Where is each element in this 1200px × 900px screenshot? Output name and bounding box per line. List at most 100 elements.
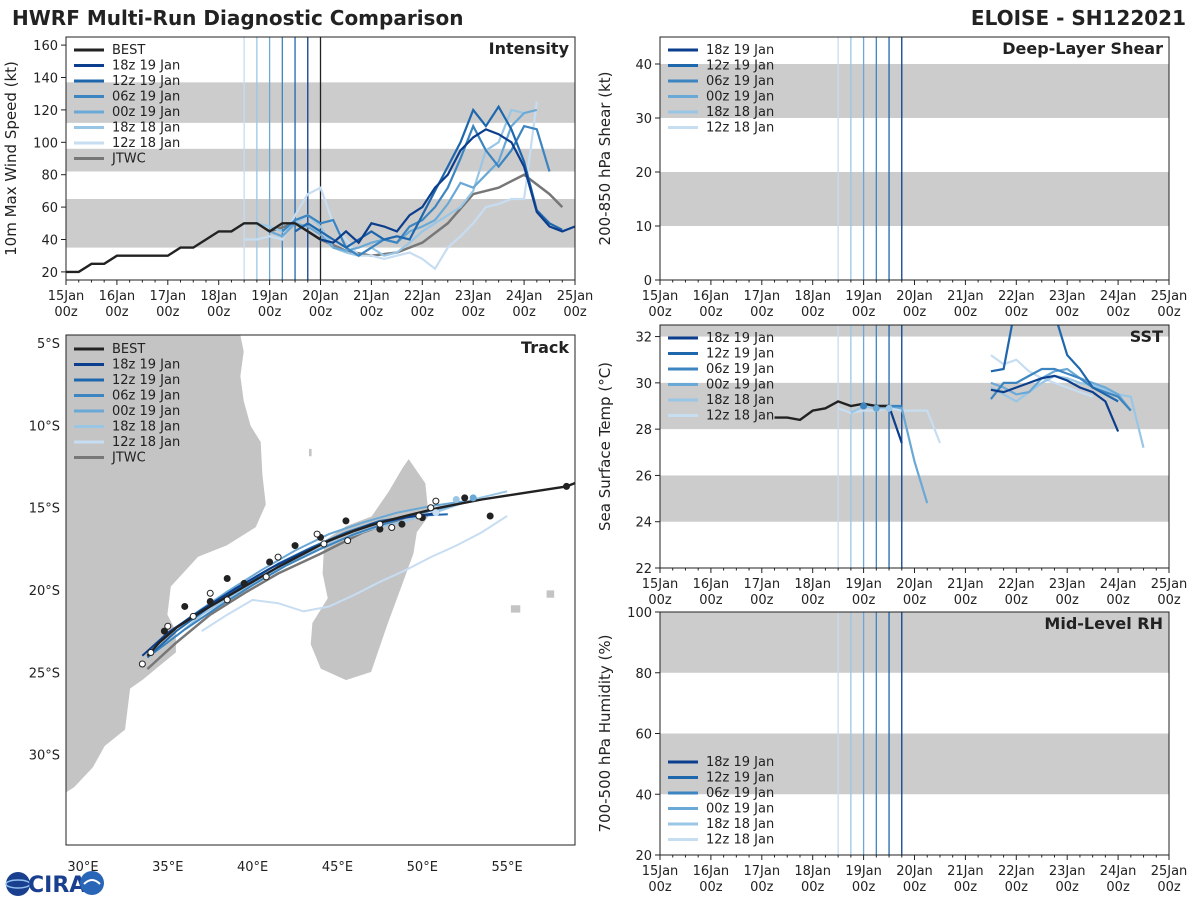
madagascar-landmass bbox=[309, 457, 430, 681]
storm-name: ELOISE - SH122021 bbox=[970, 6, 1186, 30]
track-open-dot bbox=[432, 497, 440, 505]
run-line bbox=[281, 123, 551, 258]
x-tick-line: 00z bbox=[258, 305, 282, 320]
x-tick-label: 22Jan 00z bbox=[998, 864, 1035, 895]
run-line bbox=[307, 128, 575, 245]
x-tick-line: 00z bbox=[648, 305, 672, 320]
run-line bbox=[256, 108, 525, 257]
legend-label: 12z 19 Jan bbox=[112, 74, 180, 89]
x-tick-label: 24Jan 00z bbox=[1100, 289, 1137, 320]
legend-label: 18z 18 Jan bbox=[706, 817, 774, 832]
legend-label: 12z 18 Jan bbox=[706, 121, 774, 136]
track-open-dot bbox=[376, 520, 384, 528]
x-tick-line: 20Jan bbox=[302, 289, 339, 304]
x-tick-line: 00z bbox=[1106, 305, 1130, 320]
track-dot bbox=[223, 574, 231, 582]
comoros-island bbox=[308, 448, 313, 458]
x-tick-label: 23Jan 00z bbox=[1049, 577, 1086, 608]
x-tick-label: 21Jan 00z bbox=[947, 289, 984, 320]
x-tick-label: 19Jan 00z bbox=[845, 289, 882, 320]
legend-label: 06z 19 Jan bbox=[706, 74, 774, 89]
lon-label: 55°E bbox=[492, 860, 523, 875]
legend-label: 18z 18 Jan bbox=[112, 420, 180, 435]
legend-label: 12z 19 Jan bbox=[706, 347, 774, 362]
x-tick-line: 00z bbox=[462, 305, 486, 320]
best-dot bbox=[872, 404, 880, 412]
best-track-line bbox=[66, 222, 322, 274]
x-tick-line: 00z bbox=[1106, 880, 1130, 895]
x-tick-line: 25Jan bbox=[1151, 577, 1188, 592]
x-tick-line: 25Jan bbox=[557, 289, 594, 304]
legend-label: BEST bbox=[112, 43, 145, 58]
x-tick-line: 21Jan bbox=[947, 864, 984, 879]
x-tick-label: 19Jan 00z bbox=[845, 864, 882, 895]
y-tick-label: 160 bbox=[33, 39, 58, 54]
x-tick-line: 00z bbox=[1005, 880, 1029, 895]
x-tick-label: 24Jan 00z bbox=[1100, 577, 1137, 608]
x-tick-line: 17Jan bbox=[150, 289, 187, 304]
x-tick-label: 21Jan 00z bbox=[353, 289, 390, 320]
x-tick-line: 00z bbox=[750, 593, 774, 608]
run-start-dot bbox=[452, 496, 460, 504]
x-tick-label: 25Jan 00z bbox=[557, 289, 594, 320]
legend-label: 12z 19 Jan bbox=[706, 771, 774, 786]
x-tick-line: 17Jan bbox=[744, 864, 781, 879]
legend-label: 12z 18 Jan bbox=[706, 409, 774, 424]
globe-ring bbox=[5, 879, 31, 889]
y-tick-label: 80 bbox=[635, 667, 652, 682]
x-tick-label: 22Jan 00z bbox=[998, 289, 1035, 320]
africa-landmass bbox=[66, 335, 267, 794]
run-track bbox=[201, 515, 508, 632]
lat-label: 30°S bbox=[29, 749, 60, 764]
track-dot bbox=[291, 542, 299, 550]
x-tick-line: 00z bbox=[903, 880, 927, 895]
logo-text: CIRA bbox=[28, 873, 86, 898]
y-tick-label: 40 bbox=[41, 234, 58, 249]
legend-label: 12z 18 Jan bbox=[112, 435, 180, 450]
run-line bbox=[990, 367, 1132, 412]
x-tick-label: 20Jan 00z bbox=[896, 289, 933, 320]
x-tick-label: 24Jan 00z bbox=[506, 289, 543, 320]
legend-label: 12z 18 Jan bbox=[112, 136, 180, 151]
legend-label: 00z 19 Jan bbox=[706, 90, 774, 105]
legend-label: 12z 18 Jan bbox=[706, 833, 774, 848]
legend-label: 18z 19 Jan bbox=[706, 331, 774, 346]
lon-label: 50°E bbox=[407, 860, 438, 875]
x-tick-label: 18Jan 00z bbox=[794, 864, 831, 895]
legend-label: 06z 19 Jan bbox=[112, 90, 180, 105]
gray-band bbox=[660, 733, 1169, 795]
y-axis-label: 10m Max Wind Speed (kt) bbox=[2, 61, 20, 256]
track-open-dot bbox=[415, 512, 423, 520]
run-start-dot bbox=[432, 509, 440, 517]
x-tick-label: 18Jan 00z bbox=[794, 289, 831, 320]
run-line bbox=[850, 404, 889, 414]
x-tick-label: 25Jan 00z bbox=[1151, 864, 1188, 895]
legend-label: 18z 19 Jan bbox=[706, 755, 774, 770]
panel-title: Mid-Level RH bbox=[1044, 614, 1163, 633]
run-line bbox=[294, 104, 563, 249]
lat-label: 15°S bbox=[29, 502, 60, 517]
legend-label: JTWC bbox=[111, 451, 146, 466]
chart-title: HWRF Multi-Run Diagnostic Comparison bbox=[12, 6, 464, 30]
lat-label: 25°S bbox=[29, 666, 60, 681]
x-tick-line: 00z bbox=[1106, 593, 1130, 608]
run-line bbox=[990, 374, 1120, 432]
x-tick-line: 00z bbox=[648, 593, 672, 608]
x-tick-label: 15Jan 00z bbox=[48, 289, 85, 320]
x-tick-line: 16Jan bbox=[693, 289, 730, 304]
x-tick-line: 15Jan bbox=[642, 289, 679, 304]
panel-title: SST bbox=[1130, 327, 1163, 346]
x-tick-line: 00z bbox=[852, 593, 876, 608]
y-tick-label: 32 bbox=[635, 331, 652, 346]
run-line bbox=[887, 405, 903, 444]
gray-band bbox=[660, 612, 1169, 673]
gray-band bbox=[660, 64, 1169, 118]
x-tick-line: 00z bbox=[1157, 305, 1181, 320]
y-tick-label: 60 bbox=[41, 201, 58, 216]
x-tick-line: 00z bbox=[852, 880, 876, 895]
x-tick-line: 15Jan bbox=[48, 289, 85, 304]
y-tick-label: 10 bbox=[635, 220, 652, 235]
